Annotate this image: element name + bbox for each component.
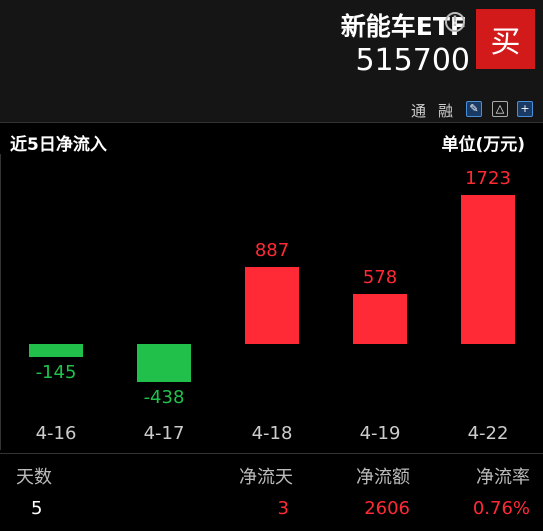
stat-label-days: 天数 — [16, 467, 52, 488]
x-tick-4-16: 4-16 — [35, 423, 77, 444]
value-label-4-18: 887 — [254, 240, 290, 262]
divider — [0, 122, 543, 123]
x-tick-4-22: 4-22 — [467, 423, 509, 444]
rong-label[interactable]: 融 — [438, 102, 454, 120]
stat-label-net-amount: 净流额 — [356, 467, 410, 488]
stat-value-net-rate: 0.76% — [472, 498, 530, 519]
value-label-4-19: 578 — [362, 267, 398, 289]
value-label-4-22: 1723 — [465, 168, 511, 189]
x-tick-4-18: 4-18 — [251, 423, 293, 444]
buy-button[interactable]: 买 — [476, 9, 535, 69]
add-icon[interactable]: + — [517, 101, 533, 117]
chart-left-border — [0, 154, 1, 450]
bell-icon[interactable]: △ — [492, 101, 508, 117]
bar-4-22 — [461, 195, 515, 344]
unit-label: 单位(万元) — [441, 135, 525, 155]
tong-label[interactable]: 通 — [411, 102, 427, 120]
stat-value-net-amount: 2606 — [364, 498, 410, 519]
edit-icon[interactable]: ✎ — [466, 101, 482, 117]
bar-4-17 — [137, 344, 191, 382]
header-panel: 新能车ETF ! 515700 买 通 融 ✎ △ + — [0, 0, 543, 122]
bar-4-18 — [245, 267, 299, 344]
stat-label-inflow-days: 净流天 — [239, 467, 293, 488]
value-label-4-16: -145 — [35, 361, 77, 383]
x-tick-4-17: 4-17 — [143, 423, 185, 444]
stat-value-days: 5 — [31, 498, 43, 519]
x-tick-4-19: 4-19 — [359, 423, 401, 444]
stat-label-net-rate: 净流率 — [476, 467, 530, 488]
value-label-4-17: -438 — [143, 386, 185, 408]
bar-4-16 — [29, 344, 83, 357]
panel-title: 近5日净流入 — [10, 135, 107, 155]
divider — [0, 453, 543, 454]
fund-code: 515700 — [355, 43, 470, 78]
bar-4-19 — [353, 294, 407, 344]
info-icon[interactable]: ! — [445, 12, 465, 32]
stat-value-inflow-days: 3 — [277, 498, 289, 519]
